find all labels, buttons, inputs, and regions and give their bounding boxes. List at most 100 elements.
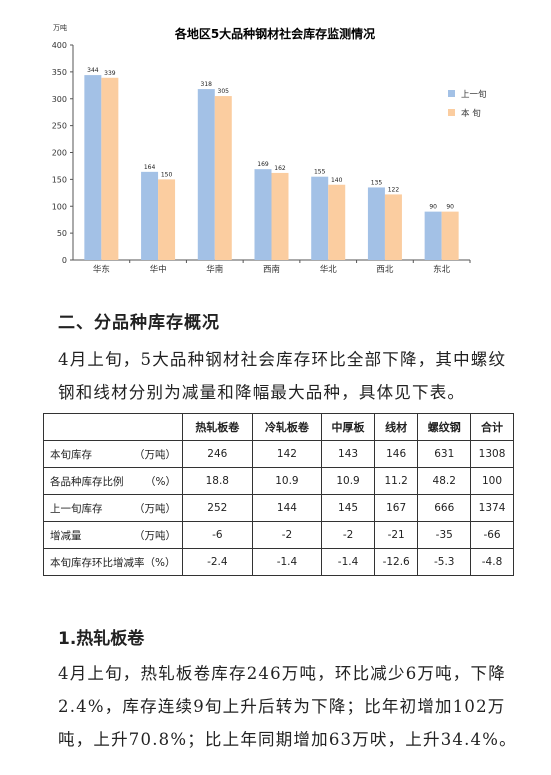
y-tick-label: 0	[62, 256, 67, 265]
table-cell: 48.2	[417, 467, 472, 495]
bar-value-label: 164	[144, 164, 156, 171]
y-tick-label: 200	[52, 149, 67, 158]
table-cell: 146	[373, 440, 419, 468]
section-heading: 二、分品种库存概况	[58, 313, 220, 333]
bar-prev	[424, 211, 442, 260]
table-cell: -2	[251, 521, 323, 549]
bar-prev	[367, 187, 385, 260]
bar-value-label: 90	[429, 204, 437, 211]
table-cell: 143	[321, 440, 375, 468]
bar-value-label: 162	[274, 165, 286, 172]
row-label: 上一旬库存 （万吨）	[43, 494, 183, 522]
bar-value-label: 155	[314, 169, 326, 176]
table-header-cell: 合计	[470, 413, 514, 441]
row-label: 本旬库存环比增减率（%）	[43, 548, 183, 576]
bar-value-label: 344	[87, 67, 99, 74]
table-cell: -2	[321, 521, 375, 549]
table-row: 上一旬库存 （万吨） 252 144 145 167 666 1374	[43, 494, 514, 522]
x-tick-label: 西南	[263, 264, 280, 275]
table-cell: -12.6	[373, 548, 419, 576]
bar-value-label: 150	[161, 171, 173, 178]
row-label: 增减量 （万吨）	[43, 521, 183, 549]
table-header-cell: 冷轧板卷	[251, 413, 323, 441]
table-cell: 11.2	[373, 467, 419, 495]
row-label: 各品种库存比例 （%）	[43, 467, 183, 495]
table-cell: 167	[373, 494, 419, 522]
bar-value-label: 135	[371, 179, 383, 186]
bar-value-label: 339	[104, 70, 116, 77]
bar-prev	[141, 171, 159, 260]
bar-prev	[254, 169, 272, 260]
y-tick-label: 50	[57, 229, 67, 238]
table-cell: 10.9	[321, 467, 375, 495]
inventory-table: 热轧板卷 冷轧板卷 中厚板 线材 螺纹钢 合计 本旬库存 （万吨） 246 142 143 146 6…	[43, 413, 514, 576]
table-header-cell: 螺纹钢	[417, 413, 472, 441]
table-cell: -5.3	[417, 548, 472, 576]
y-tick-label: 250	[52, 122, 67, 131]
legend-swatch	[448, 109, 455, 116]
legend-label: 上一旬	[461, 89, 487, 100]
table-cell: 145	[321, 494, 375, 522]
bar-value-label: 169	[257, 161, 269, 168]
table-row: 本旬库存 （万吨） 246 142 143 146 631 1308	[43, 440, 514, 468]
table-cell: -6	[182, 521, 253, 549]
bar-value-label: 122	[388, 186, 400, 193]
bar-curr	[214, 96, 232, 260]
x-tick-label: 东北	[433, 264, 451, 275]
y-unit-label: 万吨	[53, 23, 67, 32]
table-cell: 631	[417, 440, 472, 468]
bar-curr	[158, 179, 176, 260]
table-header-cell	[43, 413, 183, 441]
table-cell: -1.4	[321, 548, 375, 576]
bar-value-label: 90	[446, 204, 454, 211]
table-cell: -66	[470, 521, 514, 549]
row-label: 本旬库存 （万吨）	[43, 440, 183, 468]
y-tick-label: 400	[52, 41, 67, 50]
table-header-row: 热轧板卷 冷轧板卷 中厚板 线材 螺纹钢 合计	[43, 413, 514, 441]
table-cell: 1308	[470, 440, 514, 468]
bar-curr	[328, 184, 346, 260]
table-cell: 246	[182, 440, 253, 468]
table-cell: -2.4	[182, 548, 253, 576]
table-header-cell: 中厚板	[321, 413, 375, 441]
table-cell: 1374	[470, 494, 514, 522]
y-tick-label: 300	[52, 95, 67, 104]
table-cell: -1.4	[251, 548, 323, 576]
table-cell: 100	[470, 467, 514, 495]
x-tick-label: 华北	[320, 264, 338, 275]
table-cell: 10.9	[251, 467, 323, 495]
table-cell: 666	[417, 494, 472, 522]
y-tick-label: 150	[52, 175, 67, 184]
table-header-cell: 线材	[373, 413, 419, 441]
table-cell: 252	[182, 494, 253, 522]
chart-title: 各地区5大品种钢材社会库存监测情况	[174, 26, 375, 41]
bar-prev	[197, 89, 215, 260]
inventory-bar-chart: 各地区5大品种钢材社会库存监测情况 万吨 0 50 100 150 200 250 300 3…	[52, 23, 487, 275]
x-tick-label: 西北	[376, 265, 394, 275]
bar-prev	[84, 75, 102, 260]
bar-value-label: 140	[331, 177, 343, 184]
x-tick-label: 华南	[206, 264, 223, 275]
legend-swatch	[448, 90, 455, 97]
bar-value-label: 318	[201, 81, 213, 88]
paragraph-hot-rolled: 4月上旬，热轧板卷库存246万吨，环比减少6万吨，下降2.4%，库存连续9旬上升…	[58, 664, 517, 749]
table-cell: -21	[373, 521, 419, 549]
table-row: 增减量 （万吨） -6 -2 -2 -21 -35 -66	[43, 521, 514, 549]
bar-curr	[441, 211, 459, 260]
table-row: 本旬库存环比增减率（%） -2.4 -1.4 -1.4 -12.6 -5.3 -4.8	[43, 548, 514, 576]
table-cell: -35	[417, 521, 472, 549]
paragraph-summary: 4月上旬，5大品种钢材社会库存环比全部下降，其中螺纹钢和线材分别为减量和降幅最大…	[58, 350, 507, 402]
bar-curr	[271, 172, 289, 260]
x-tick-label: 华中	[150, 264, 167, 275]
bar-value-label: 305	[218, 88, 230, 95]
legend-label: 本 旬	[461, 108, 481, 119]
table-cell: 18.8	[182, 467, 253, 495]
y-tick-label: 100	[52, 202, 67, 211]
table-cell: 144	[251, 494, 323, 522]
table-cell: -4.8	[470, 548, 514, 576]
x-tick-label: 华东	[93, 264, 110, 275]
bar-curr	[384, 194, 402, 260]
table-cell: 142	[251, 440, 323, 468]
table-header-cell: 热轧板卷	[182, 413, 253, 441]
bar-prev	[311, 176, 329, 260]
